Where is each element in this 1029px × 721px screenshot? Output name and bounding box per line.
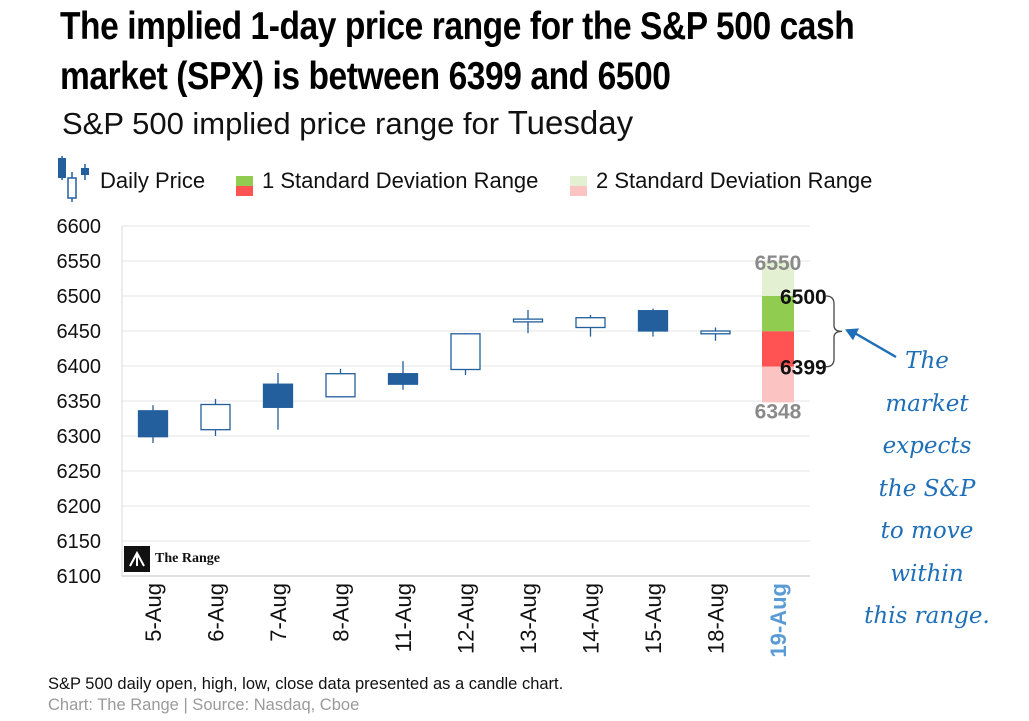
candle-body	[450, 333, 481, 371]
forecast-range: 6550 6348 6500 6399	[755, 252, 897, 423]
y-tick-label: 6100	[57, 566, 102, 588]
candle-body	[137, 410, 169, 438]
range-annotation: The market expects the S&P to move withi…	[852, 340, 1002, 638]
candle-body	[700, 330, 731, 335]
chart-title-line-1: The implied 1-day price range for the S&…	[60, 5, 855, 48]
x-tick-label: 11-Aug	[391, 583, 416, 652]
legend-2sd-swatch-up	[570, 176, 587, 186]
annotation-line: within	[890, 560, 964, 587]
arrow-head-icon	[845, 328, 859, 341]
the-range-logo: The Range	[124, 545, 220, 573]
annotation-line: to move	[880, 518, 974, 544]
y-tick-label: 6250	[57, 461, 102, 483]
footnote: S&P 500 daily open, high, low, close dat…	[48, 675, 564, 693]
source-credit: Chart: The Range | Source: Nasdaq, Cboe	[48, 696, 360, 714]
legend-1sd: 1 Standard Deviation Range	[262, 168, 539, 193]
subtitle-prefix: S&P 500 implied price range for	[62, 106, 500, 141]
candle-body	[512, 318, 544, 323]
y-tick-label: 6450	[57, 321, 102, 343]
y-tick-label: 6500	[57, 286, 102, 308]
label-1sd-high: 6500	[780, 286, 827, 309]
y-tick-label: 6400	[57, 356, 102, 378]
legend-1sd-swatch-down	[236, 186, 253, 196]
x-tick-label: 7-Aug	[266, 583, 291, 642]
candle-body	[262, 383, 294, 408]
legend-2sd: 2 Standard Deviation Range	[596, 168, 873, 193]
x-axis: 5-Aug 6-Aug 7-Aug 8-Aug 11-Aug 12-Aug 13-Aug 14…	[141, 583, 791, 658]
y-tick-label: 6350	[57, 391, 102, 413]
range-2sd-lower	[762, 366, 794, 403]
label-2sd-high: 6550	[755, 252, 802, 275]
x-tick-label: 8-Aug	[329, 583, 354, 642]
chart-title: The implied 1-day price range for the S&…	[60, 2, 868, 102]
legend-1sd-swatch-up	[236, 176, 253, 186]
candle-body	[200, 403, 231, 431]
x-tick-label: 5-Aug	[141, 583, 166, 642]
y-tick-label: 6150	[57, 531, 102, 553]
label-2sd-low: 6348	[755, 400, 802, 423]
candles	[137, 308, 731, 443]
chart-subtitle: S&P 500 implied price range for Tuesday	[62, 104, 633, 142]
candle-body	[325, 373, 356, 398]
candle-body	[575, 317, 606, 329]
candle-legend-icon	[58, 156, 89, 202]
candle-body	[387, 373, 419, 385]
label-1sd-low: 6399	[780, 357, 827, 380]
range-2sd-upper	[762, 261, 794, 296]
y-tick-label: 6200	[57, 496, 102, 518]
logo-text: The Range	[155, 551, 220, 566]
annotation-line: The	[905, 348, 949, 374]
annotation-arrow	[849, 329, 897, 359]
x-tick-label: 18-Aug	[704, 583, 729, 654]
chart-title-line-2: market (SPX) is between 6399 and 6500	[60, 55, 671, 98]
legend-daily-price: Daily Price	[100, 168, 206, 193]
logo-mark-icon	[124, 546, 150, 572]
x-tick-label: 6-Aug	[204, 583, 229, 642]
x-tick-label: 15-Aug	[641, 583, 666, 654]
y-axis: 6100 6150 6200 6250 6300 6350 6400 6450 6500 6550…	[57, 216, 102, 588]
y-tick-label: 6600	[57, 216, 102, 238]
x-tick-label: 14-Aug	[579, 583, 604, 654]
candle-body	[637, 310, 669, 332]
annotation-line: the S&P	[878, 475, 976, 502]
x-tick-label: 12-Aug	[454, 583, 479, 654]
gridlines	[121, 225, 810, 577]
x-tick-label: 13-Aug	[516, 583, 541, 654]
range-bracket	[825, 295, 843, 368]
annotation-line: expects	[882, 433, 972, 459]
annotation-line: this range.	[864, 603, 990, 629]
range-1sd-upper	[762, 296, 794, 332]
legend-2sd-swatch-down	[570, 186, 587, 196]
y-tick-label: 6300	[57, 426, 102, 448]
subtitle-day: Tuesday	[507, 104, 634, 141]
range-1sd-lower	[762, 331, 794, 367]
annotation-line: market	[885, 390, 969, 417]
y-tick-label: 6550	[57, 251, 102, 273]
x-tick-label: 19-Aug	[766, 583, 791, 658]
